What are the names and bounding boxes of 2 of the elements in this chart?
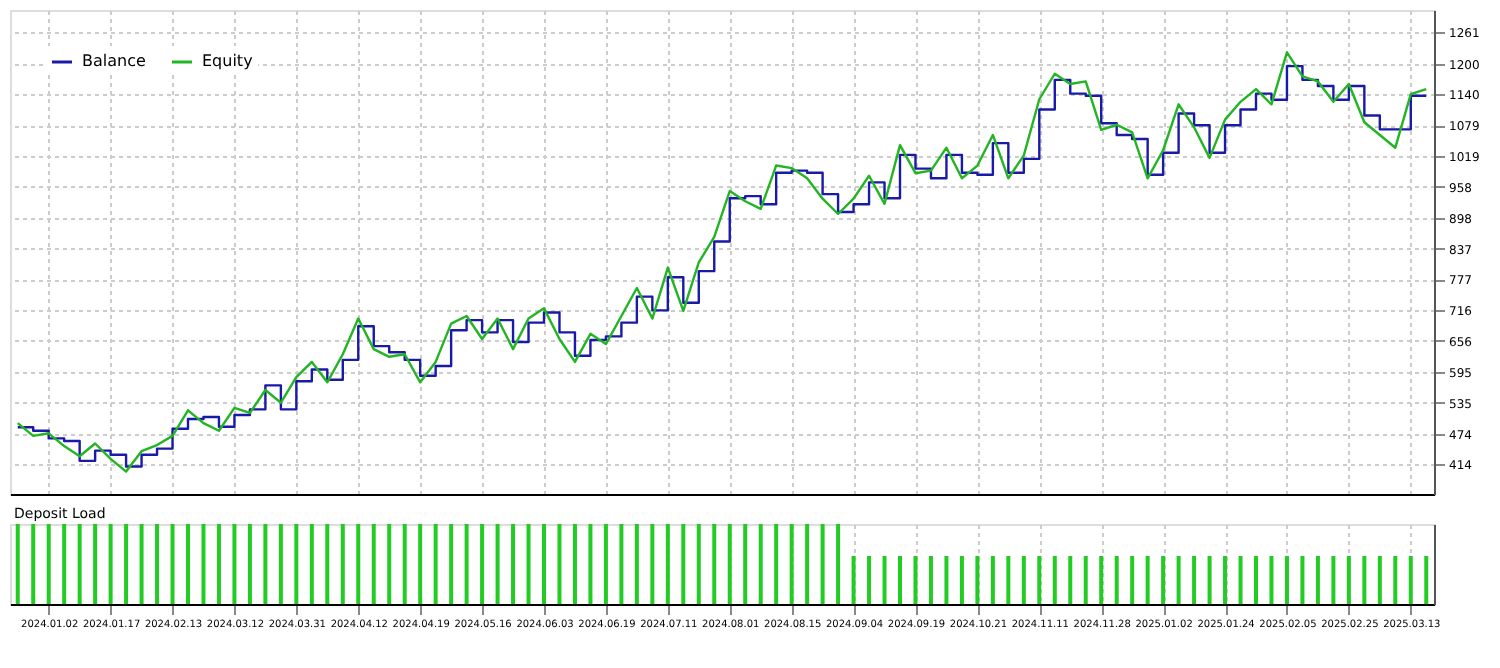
legend-label: Balance <box>82 52 146 70</box>
legend-label: Equity <box>202 52 254 70</box>
